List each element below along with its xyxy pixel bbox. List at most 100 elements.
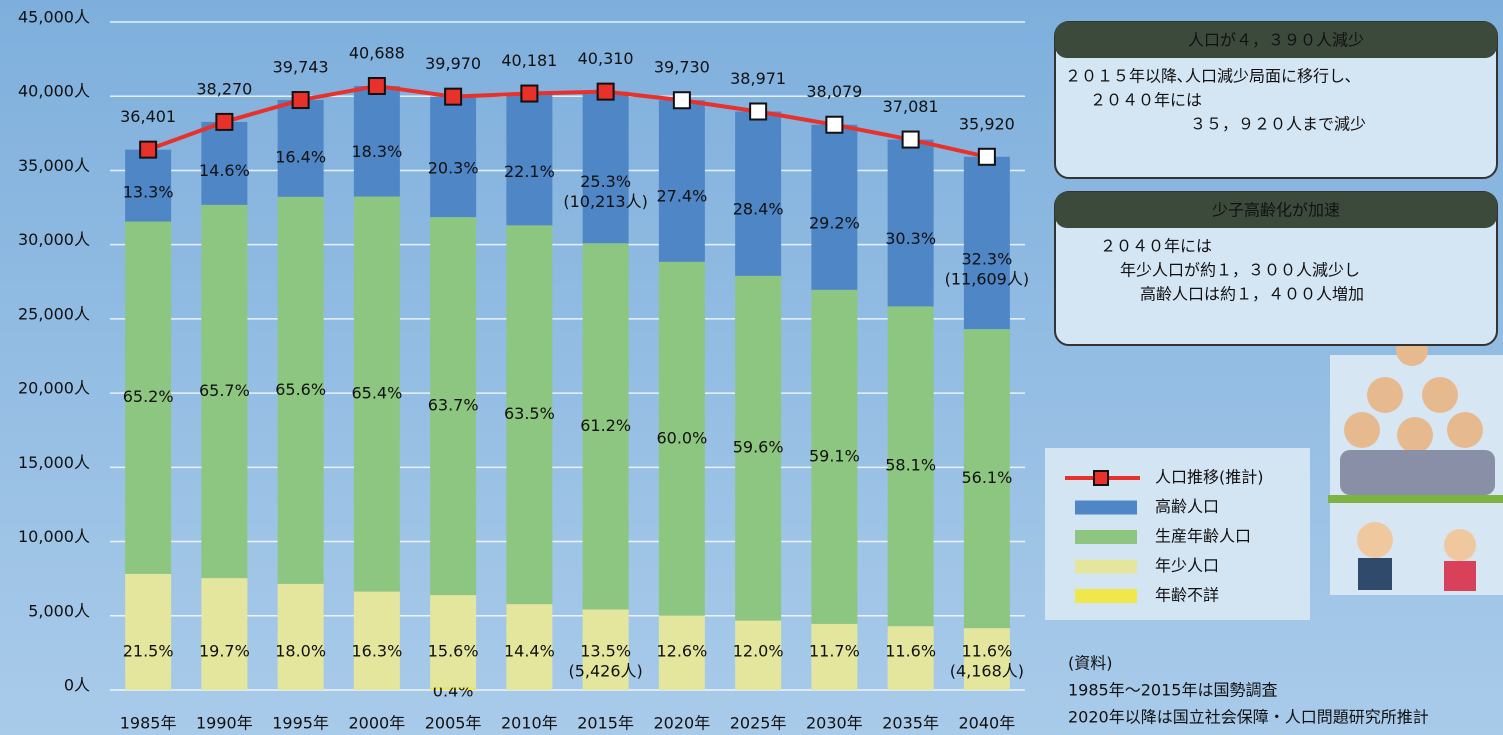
bar-segment	[659, 100, 705, 262]
x-tick-label: 1985年	[120, 714, 177, 733]
share-label: 12.6%	[656, 642, 707, 661]
x-tick-label: 2030年	[806, 714, 863, 733]
x-tick-label: 2010年	[501, 714, 558, 733]
bar-segment	[506, 94, 552, 226]
bar-segment	[583, 92, 629, 244]
bar-segment	[735, 111, 781, 275]
total-label: 38,270	[196, 79, 252, 98]
total-marker	[445, 89, 461, 105]
total-label: 38,971	[730, 69, 786, 88]
y-tick-label: 15,000人	[18, 453, 90, 472]
panel-line: ３５，９２０人まで減少	[1190, 115, 1366, 134]
source-note: 2020年以降は国立社会保障・人口問題研究所推計	[1068, 708, 1429, 727]
y-tick-label: 0人	[64, 676, 90, 695]
panel-line: ２０４０年には	[1100, 237, 1212, 256]
share-label: 63.7%	[428, 396, 479, 415]
share-label: 29.2%	[809, 213, 860, 232]
share-label: 12.0%	[733, 642, 784, 661]
bar-segment	[125, 574, 171, 690]
y-tick-label: 5,000人	[28, 601, 90, 620]
share-label: 15.6%	[428, 642, 479, 661]
share-label: 63.5%	[504, 404, 555, 423]
legend-label: 人口推移(推計)	[1155, 468, 1264, 487]
share-label: 65.6%	[275, 380, 326, 399]
x-tick-label: 1990年	[196, 714, 253, 733]
share-label: 11.6%	[885, 642, 936, 661]
total-label: 35,920	[959, 114, 1015, 133]
total-label: 40,181	[501, 51, 557, 70]
share-label: 27.4%	[656, 187, 707, 206]
share-label: 20.3%	[428, 158, 479, 177]
legend-label: 年少人口	[1155, 556, 1219, 575]
total-marker	[293, 92, 309, 108]
legend-label: 年齢不詳	[1155, 586, 1219, 605]
legend-swatch	[1075, 530, 1137, 544]
share-label: 65.4%	[351, 384, 402, 403]
panel-line: ２０１５年以降､人口減少局面に移行し､	[1065, 67, 1353, 86]
y-tick-label: 45,000人	[18, 8, 90, 27]
x-tick-label: 2025年	[730, 714, 787, 733]
y-tick-label: 20,000人	[18, 379, 90, 398]
panel-title: 人口が４，３９０人減少	[1188, 31, 1364, 50]
total-label: 39,743	[273, 58, 329, 77]
share-label: 61.2%	[580, 416, 631, 435]
x-tick-label: 2040年	[959, 714, 1016, 733]
total-label: 39,730	[654, 58, 710, 77]
total-label: 40,688	[349, 44, 405, 63]
count-label: (4,168人)	[950, 662, 1024, 681]
share-label: 11.6%	[961, 642, 1012, 661]
total-label: 38,079	[806, 82, 862, 101]
x-tick-label: 1995年	[272, 714, 329, 733]
total-label: 37,081	[883, 97, 939, 116]
bar-segment	[201, 578, 247, 690]
share-label: 13.3%	[123, 182, 174, 201]
total-marker	[140, 142, 156, 158]
total-marker	[750, 103, 766, 119]
share-label: 25.3%	[580, 172, 631, 191]
legend-swatch	[1075, 589, 1137, 603]
total-marker	[369, 78, 385, 94]
share-label: 18.0%	[275, 642, 326, 661]
total-marker	[521, 86, 537, 102]
share-label: 30.3%	[885, 229, 936, 248]
share-label: 59.6%	[733, 438, 784, 457]
share-label: 18.3%	[351, 142, 402, 161]
share-label: 14.6%	[199, 161, 250, 180]
x-tick-label: 2015年	[577, 714, 634, 733]
total-marker	[903, 132, 919, 148]
share-label: 58.1%	[885, 456, 936, 475]
count-label: (11,609人)	[945, 270, 1029, 289]
share-label: 14.4%	[504, 642, 555, 661]
share-label: 59.1%	[809, 446, 860, 465]
total-marker	[216, 114, 232, 130]
legend-label: 高齢人口	[1155, 497, 1219, 516]
total-label: 39,970	[425, 54, 481, 73]
source-note: 1985年～2015年は国勢調査	[1068, 681, 1277, 700]
panel-line: 年少人口が約１，３００人減少し	[1120, 261, 1360, 280]
y-tick-label: 25,000人	[18, 304, 90, 323]
count-label: (5,426人)	[568, 662, 642, 681]
count-label: (10,213人)	[563, 192, 647, 211]
bar-segment	[430, 97, 476, 217]
share-label: 56.1%	[961, 468, 1012, 487]
share-label: 22.1%	[504, 162, 555, 181]
y-tick-label: 10,000人	[18, 527, 90, 546]
share-label: 60.0%	[656, 428, 707, 447]
legend-marker	[1094, 471, 1108, 485]
total-label: 36,401	[120, 107, 176, 126]
bar-segment	[888, 140, 934, 307]
total-marker	[598, 84, 614, 100]
share-label: 13.5%	[580, 642, 631, 661]
source-note: (資料)	[1068, 654, 1113, 673]
legend-swatch	[1075, 560, 1137, 574]
share-label: 11.7%	[809, 642, 860, 661]
share-label: 65.7%	[199, 381, 250, 400]
share-label: 16.4%	[275, 148, 326, 167]
total-marker	[979, 149, 995, 165]
panel-line: 高齢人口は約１，４００人増加	[1140, 285, 1364, 304]
share-label: 19.7%	[199, 642, 250, 661]
x-tick-label: 2035年	[882, 714, 939, 733]
share-label: 16.3%	[351, 642, 402, 661]
legend-label: 生産年齢人口	[1155, 527, 1251, 546]
chart: 0人5,000人10,000人15,000人20,000人25,000人30,0…	[0, 0, 1503, 735]
